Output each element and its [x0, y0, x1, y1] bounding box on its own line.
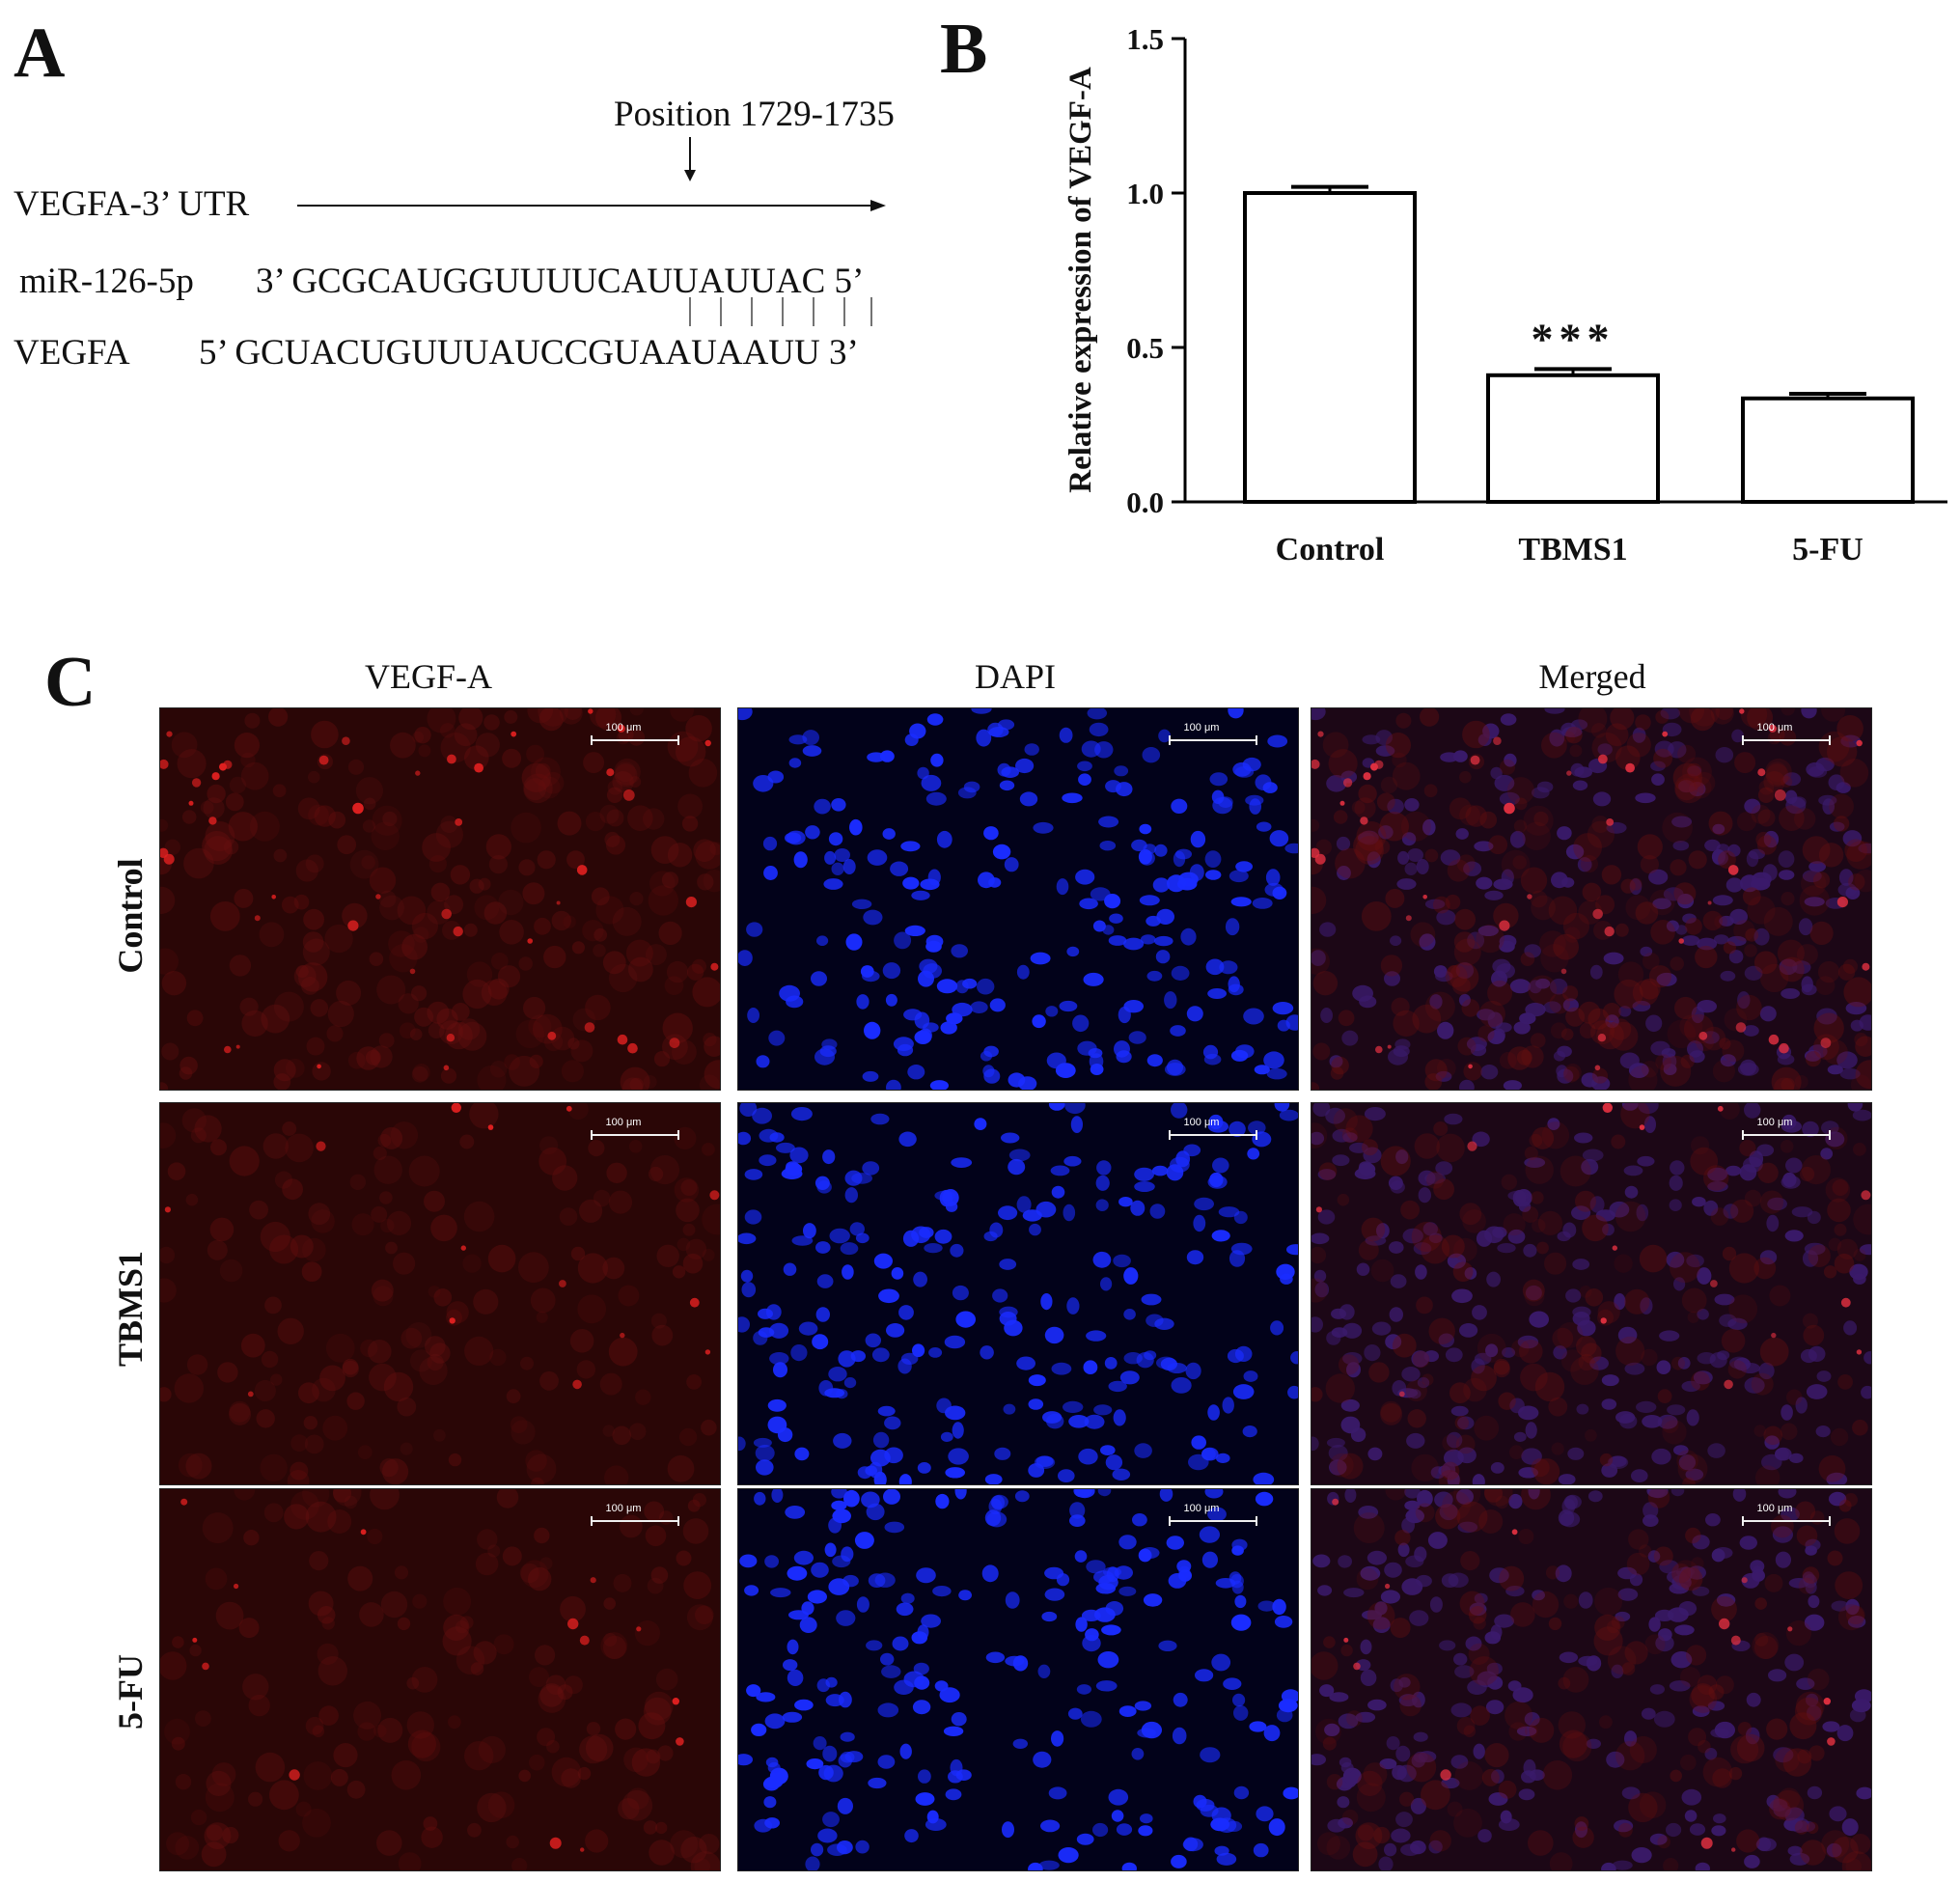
base-pairing-lines: [689, 297, 872, 326]
micrograph-merged-control: 100 μm: [1311, 707, 1872, 1091]
y-tick-label: 1.5: [1126, 22, 1164, 56]
y-tick-label: 0.5: [1126, 331, 1164, 365]
micrograph-vegf-tbms1: 100 μm: [159, 1102, 721, 1485]
scale-bar: [591, 1130, 679, 1140]
scale-bar-label: 100 μm: [1756, 722, 1793, 733]
chart-bars: [1243, 184, 1915, 504]
y-axis-label: Relative expression of VEGF-A: [1063, 67, 1098, 493]
scale-bar-label: 100 μm: [605, 1117, 642, 1128]
micrograph-vegf-control: 100 μm: [159, 707, 721, 1091]
micrograph-dapi-5fu: 100 μm: [737, 1488, 1299, 1871]
mirna-name: miR-126-5p: [19, 262, 194, 301]
micrograph-vegf-5fu: 100 μm: [159, 1488, 721, 1871]
scale-bar-label: 100 μm: [1183, 722, 1220, 733]
panel-b-letter: B: [940, 10, 988, 89]
position-label: Position 1729-1735: [614, 95, 895, 134]
bar: [1243, 191, 1417, 504]
scale-bar-label: 100 μm: [1756, 1117, 1793, 1128]
column-header-dapi: DAPI: [974, 657, 1056, 696]
column-header-merged: Merged: [1538, 657, 1646, 696]
micrograph-dapi-tbms1: 100 μm: [737, 1102, 1299, 1485]
target-sequence: 5’ GCUACUGUUUAUCCGUAAUAAUU 3’: [199, 333, 859, 373]
scale-bar: [1742, 1516, 1831, 1526]
scale-bar: [591, 735, 679, 745]
position-arrow: [684, 137, 696, 181]
scale-bar: [1742, 1130, 1831, 1140]
micrograph-merged-tbms1: 100 μm: [1311, 1102, 1872, 1485]
panel-c-letter: C: [44, 643, 97, 722]
y-tick-label: 0.0: [1126, 485, 1164, 519]
target-name: VEGFA: [14, 333, 130, 373]
x-tick-label: 5-FU: [1792, 532, 1863, 567]
significance-marker: ***: [1532, 314, 1615, 363]
mirna-sequence: 3’ GCGCAUGGUUUUCAUUAUUAC 5’: [256, 262, 865, 301]
scale-bar-label: 100 μm: [1183, 1503, 1220, 1514]
bar: [1741, 396, 1915, 504]
x-tick-label: TBMS1: [1518, 532, 1627, 567]
bar: [1486, 373, 1660, 504]
y-tick-label: 1.0: [1126, 177, 1164, 210]
utr-label: VEGFA-3’ UTR: [14, 184, 250, 224]
scale-bar-label: 100 μm: [1183, 1117, 1220, 1128]
chart-labels: 0.0 0.5 1.0 1.5 Relative expression of VEGF-…: [1063, 22, 1863, 567]
scale-bar: [1169, 735, 1257, 745]
scale-bar: [1742, 735, 1831, 745]
x-tick-label: Control: [1276, 532, 1385, 567]
scale-bar: [1169, 1130, 1257, 1140]
micrograph-merged-5fu: 100 μm: [1311, 1488, 1872, 1871]
panel-a-letter: A: [14, 14, 66, 93]
scale-bar-label: 100 μm: [605, 1503, 642, 1514]
row-label-control: Control: [111, 858, 150, 974]
utr-arrow: [297, 200, 886, 211]
scale-bar-label: 100 μm: [605, 722, 642, 733]
scale-bar: [591, 1516, 679, 1526]
scale-bar: [1169, 1516, 1257, 1526]
row-label-tbms1: TBMS1: [111, 1250, 150, 1368]
bar-chart: 0.0 0.5 1.0 1.5 Relative expression of VEGF-…: [1063, 22, 1947, 567]
row-label-5-fu: 5-FU: [111, 1654, 150, 1730]
scale-bar-label: 100 μm: [1756, 1503, 1793, 1514]
column-header-vegf-a: VEGF-A: [365, 657, 492, 696]
micrograph-dapi-control: 100 μm: [737, 707, 1299, 1091]
